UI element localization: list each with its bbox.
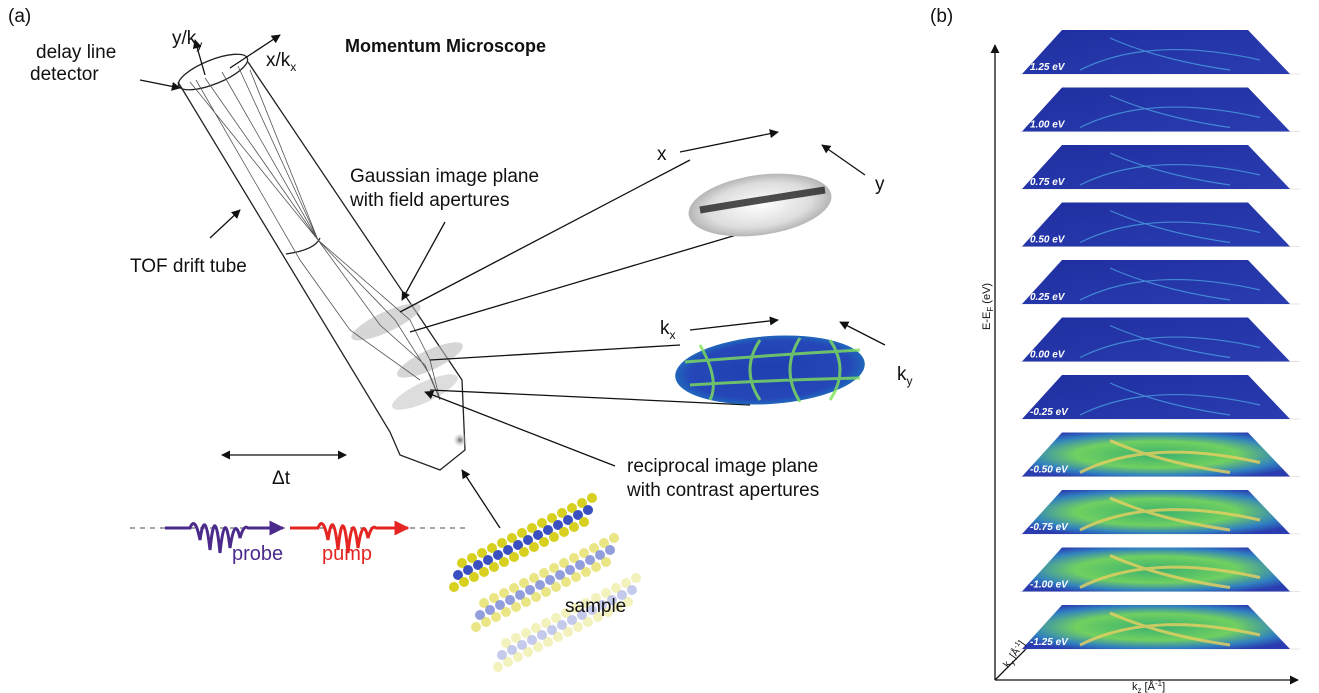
atom (471, 622, 481, 632)
atom (563, 627, 573, 637)
energy-label: 0.00 eV (1030, 350, 1066, 361)
atom (529, 542, 539, 552)
atom (521, 597, 531, 607)
atom (503, 657, 513, 667)
atom (571, 572, 581, 582)
atom (539, 537, 549, 547)
atom (549, 532, 559, 542)
atom (631, 573, 641, 583)
atom (489, 562, 499, 572)
atom (581, 567, 591, 577)
atom (519, 547, 529, 557)
energy-label: -1.25 eV (1030, 637, 1069, 648)
energy-label: 0.75 eV (1030, 177, 1066, 188)
atom (591, 562, 601, 572)
axis-label: kz [Å-1] (1132, 679, 1165, 693)
atom (491, 612, 501, 622)
atom (573, 622, 583, 632)
energy-label: 0.25 eV (1030, 292, 1066, 303)
atom (559, 527, 569, 537)
atom (479, 567, 489, 577)
pump-label: pump (322, 543, 372, 565)
energy-label: 1.25 eV (1030, 62, 1066, 73)
atom (511, 602, 521, 612)
delay-label: Δt (272, 468, 291, 489)
sample (449, 493, 641, 672)
probe-label: probe (232, 543, 283, 565)
atom (627, 585, 637, 595)
atom (449, 582, 459, 592)
atom (569, 522, 579, 532)
energy-label: -1.00 eV (1030, 580, 1069, 591)
panel-label: (b) (930, 6, 953, 27)
figure: (a) Momentum Microscope delay linedetect… (0, 0, 1319, 693)
atom (531, 592, 541, 602)
atom (513, 652, 523, 662)
panel-b: (b) 1.25 eV 1.00 eV 0.75 eV 0.50 eV 0.25 eV 0… (930, 6, 1300, 693)
axis-label: y (875, 174, 885, 195)
reciprocal-plane-label: reciprocal image planewith contrast aper… (626, 456, 819, 501)
atom (541, 587, 551, 597)
atom (499, 557, 509, 567)
atom (583, 617, 593, 627)
drift-tube-label: TOF drift tube (130, 256, 247, 277)
title: Momentum Microscope (345, 36, 546, 56)
atom (583, 505, 593, 515)
energy-label: -0.50 eV (1030, 465, 1069, 476)
atom (587, 493, 597, 503)
atom (481, 617, 491, 627)
axis-label: kx (660, 318, 676, 342)
axis-label: ky (897, 364, 913, 388)
axis-label: E-EF (eV) (981, 283, 995, 330)
energy-slices: 1.25 eV 1.00 eV 0.75 eV 0.50 eV 0.25 eV 0.00 … (1020, 30, 1300, 649)
atom (605, 545, 615, 555)
axis-label: ky [Å-1] (1000, 638, 1029, 671)
atom (601, 557, 611, 567)
atom (469, 572, 479, 582)
atom (523, 647, 533, 657)
atom (501, 607, 511, 617)
axis-label: y/ky (172, 28, 202, 52)
energy-label: -0.75 eV (1030, 522, 1069, 533)
energy-label: 1.00 eV (1030, 120, 1066, 131)
atom (509, 552, 519, 562)
atom (493, 662, 503, 672)
energy-label: 0.50 eV (1030, 235, 1066, 246)
axis-label: x (657, 144, 667, 165)
panel-label: (a) (8, 6, 31, 27)
atom (543, 637, 553, 647)
energy-label: -0.25 eV (1030, 407, 1069, 418)
axis-label: x/kx (266, 50, 296, 74)
atom (551, 582, 561, 592)
momentum-image (673, 329, 867, 410)
atom (561, 577, 571, 587)
atom (609, 533, 619, 543)
sample-label: sample (565, 596, 626, 617)
atom (459, 577, 469, 587)
atom (553, 632, 563, 642)
atom (579, 517, 589, 527)
atom (533, 642, 543, 652)
real-space-image (685, 165, 836, 244)
